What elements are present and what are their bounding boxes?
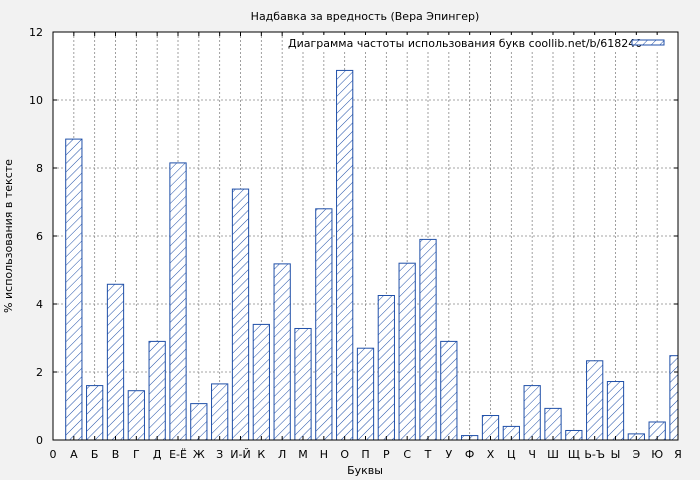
x-tick-label: Х (487, 448, 495, 461)
y-tick-label: 2 (36, 366, 43, 379)
y-tick-label: 8 (36, 162, 43, 175)
x-tick-label: Ж (193, 448, 205, 461)
x-tick-label: Б (91, 448, 99, 461)
x-tick-label: Ю (651, 448, 663, 461)
x-tick-label: О (340, 448, 349, 461)
x-tick-label: Е-Ё (169, 448, 187, 461)
x-tick-label: Э (632, 448, 640, 461)
bar (669, 355, 679, 441)
x-tick-label: Ы (611, 448, 621, 461)
y-axis-label: % использования в тексте (2, 159, 15, 313)
x-tick-label: Д (153, 448, 162, 461)
bar (377, 295, 395, 441)
x-tick-label: А (70, 448, 78, 461)
bar (190, 403, 208, 441)
bar (231, 188, 250, 441)
bar (273, 263, 291, 441)
bar (315, 208, 333, 441)
bar (127, 390, 145, 441)
bar (523, 385, 541, 441)
legend: Диаграмма частоты использования букв coo… (284, 35, 674, 51)
bar (336, 69, 354, 441)
x-axis-label: Буквы (347, 464, 383, 477)
x-tick-label: Т (424, 448, 432, 461)
bar (440, 340, 458, 441)
x-tick-label: Н (320, 448, 328, 461)
bar (169, 162, 187, 441)
bar (356, 347, 375, 441)
legend-box (284, 35, 674, 51)
x-tick-label: Р (383, 448, 390, 461)
bar (419, 238, 437, 441)
x-tick-label: И-Й (230, 448, 250, 461)
chart-title: Надбавка за вредность (Вера Эпингер) (251, 10, 480, 23)
y-tick-label: 10 (29, 94, 43, 107)
x-tick-label: Ф (465, 448, 474, 461)
x-tick-label: Ч (528, 448, 536, 461)
bar (148, 340, 166, 441)
bar (586, 360, 604, 441)
bar (106, 283, 125, 441)
y-tick-label: 12 (29, 26, 43, 39)
bar (606, 381, 625, 441)
bar (65, 138, 83, 441)
x-tick-label: У (445, 448, 452, 461)
bar (294, 327, 312, 441)
x-tick-label: Щ (568, 448, 580, 461)
x-tick-label: Ц (507, 448, 516, 461)
x-tick-label: 0 (50, 448, 57, 461)
x-tick-label: М (298, 448, 308, 461)
bar (398, 262, 416, 441)
y-tick-label: 0 (36, 434, 43, 447)
bar (86, 385, 104, 441)
legend-swatch (631, 39, 665, 46)
y-tick-label: 6 (36, 230, 43, 243)
x-tick-label: П (361, 448, 369, 461)
bar (252, 323, 270, 441)
x-tick-label: С (403, 448, 411, 461)
x-tick-label: Г (133, 448, 140, 461)
x-tick-label: Л (278, 448, 286, 461)
x-tick-label: З (216, 448, 223, 461)
x-tick-label: Ш (547, 448, 559, 461)
x-tick-label: К (257, 448, 265, 461)
x-tick-label: Ь-Ъ (584, 448, 605, 461)
x-tick-label: В (112, 448, 120, 461)
bar (544, 407, 562, 441)
y-tick-label: 4 (36, 298, 43, 311)
x-tick-label: Я (674, 448, 682, 461)
legend-label: Диаграмма частоты использования букв coo… (288, 37, 642, 50)
bar (211, 383, 229, 441)
